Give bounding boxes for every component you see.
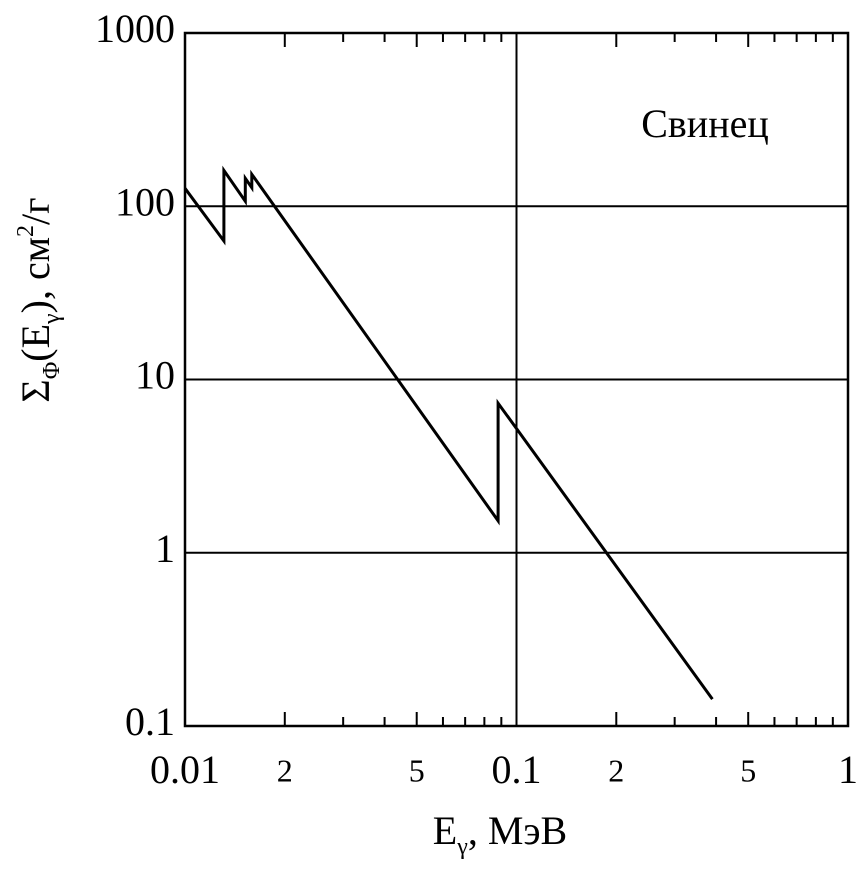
label-part: 2: [13, 225, 39, 237]
x-axis-label: Eγ, МэВ: [433, 808, 567, 859]
annotation: Свинец: [641, 101, 769, 146]
y-tick-label: 100: [115, 179, 175, 224]
x-tick-label: 5: [409, 752, 425, 788]
x-tick-label: 0.1: [492, 747, 542, 792]
label-part: (E: [13, 324, 58, 362]
label-part: ), см: [13, 237, 58, 313]
y-tick-label: 0.1: [125, 699, 175, 744]
data-line: [183, 165, 714, 700]
label-part: γ: [456, 834, 468, 860]
label-part: Σ: [13, 379, 58, 402]
label-part: E: [433, 808, 457, 853]
label-part: /г: [13, 197, 58, 225]
x-tick-label: 2: [608, 752, 624, 788]
x-tick-label: 0.01: [150, 747, 220, 792]
label-part: Φ: [39, 362, 65, 380]
x-tick-label: 2: [277, 752, 293, 788]
y-tick-label: 1000: [95, 6, 175, 51]
x-tick-label: 1: [838, 747, 858, 792]
y-axis-label: ΣΦ(Eγ), см2/г: [13, 197, 65, 402]
label-part: γ: [39, 313, 65, 325]
x-tick-label: 5: [740, 752, 756, 788]
y-tick-label: 10: [135, 353, 175, 398]
y-tick-label: 1: [155, 526, 175, 571]
label-part: , МэВ: [468, 808, 567, 853]
